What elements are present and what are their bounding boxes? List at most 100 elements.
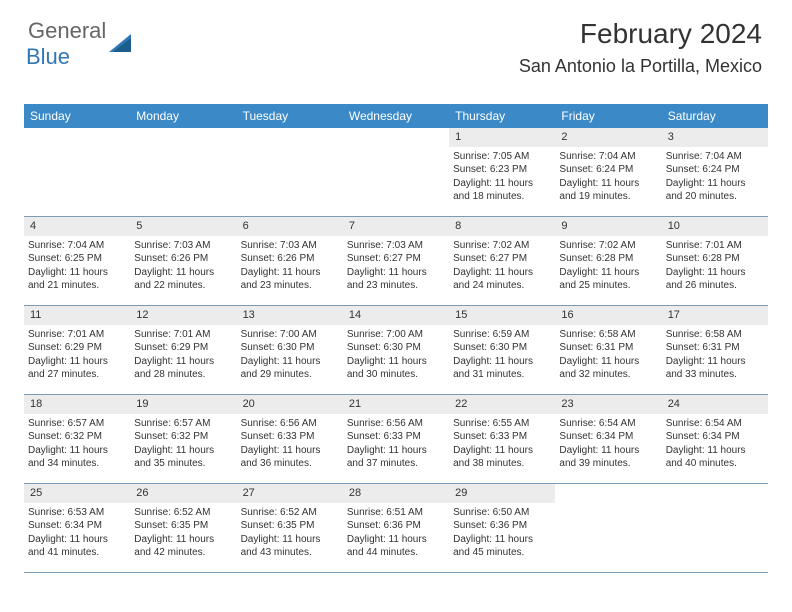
day-cell: 24Sunrise: 6:54 AMSunset: 6:34 PMDayligh… <box>662 395 768 483</box>
day-cell: 26Sunrise: 6:52 AMSunset: 6:35 PMDayligh… <box>130 484 236 572</box>
sunset-line: Sunset: 6:28 PM <box>666 252 764 266</box>
sunset-line: Sunset: 6:33 PM <box>347 430 445 444</box>
day-cell: 21Sunrise: 6:56 AMSunset: 6:33 PMDayligh… <box>343 395 449 483</box>
week-row: 11Sunrise: 7:01 AMSunset: 6:29 PMDayligh… <box>24 306 768 395</box>
day-number: 28 <box>343 484 449 503</box>
day-cell: 18Sunrise: 6:57 AMSunset: 6:32 PMDayligh… <box>24 395 130 483</box>
daylight-line: Daylight: 11 hours and 27 minutes. <box>28 355 126 382</box>
week-row: 4Sunrise: 7:04 AMSunset: 6:25 PMDaylight… <box>24 217 768 306</box>
day-cell: 5Sunrise: 7:03 AMSunset: 6:26 PMDaylight… <box>130 217 236 305</box>
sunrise-line: Sunrise: 7:05 AM <box>453 150 551 164</box>
day-cell: 10Sunrise: 7:01 AMSunset: 6:28 PMDayligh… <box>662 217 768 305</box>
page-title: February 2024 <box>519 18 762 50</box>
day-cell: 13Sunrise: 7:00 AMSunset: 6:30 PMDayligh… <box>237 306 343 394</box>
daylight-line: Daylight: 11 hours and 31 minutes. <box>453 355 551 382</box>
day-number: 24 <box>662 395 768 414</box>
sunrise-line: Sunrise: 7:01 AM <box>666 239 764 253</box>
daylight-line: Daylight: 11 hours and 33 minutes. <box>666 355 764 382</box>
sunrise-line: Sunrise: 6:56 AM <box>347 417 445 431</box>
daylight-line: Daylight: 11 hours and 25 minutes. <box>559 266 657 293</box>
week-row: 25Sunrise: 6:53 AMSunset: 6:34 PMDayligh… <box>24 484 768 573</box>
day-number: 9 <box>555 217 661 236</box>
day-number: 11 <box>24 306 130 325</box>
sunrise-line: Sunrise: 6:56 AM <box>241 417 339 431</box>
day-number: 13 <box>237 306 343 325</box>
day-number: 2 <box>555 128 661 147</box>
sunset-line: Sunset: 6:36 PM <box>453 519 551 533</box>
sunset-line: Sunset: 6:30 PM <box>453 341 551 355</box>
sunrise-line: Sunrise: 7:03 AM <box>134 239 232 253</box>
daylight-line: Daylight: 11 hours and 44 minutes. <box>347 533 445 560</box>
day-number: 4 <box>24 217 130 236</box>
day-number: 17 <box>662 306 768 325</box>
sunset-line: Sunset: 6:24 PM <box>559 163 657 177</box>
sunrise-line: Sunrise: 6:57 AM <box>28 417 126 431</box>
sunset-line: Sunset: 6:32 PM <box>28 430 126 444</box>
day-cell: 28 Sunrise: 6:51 AMSunset: 6:36 PMDayligh… <box>343 484 449 572</box>
sunrise-line: Sunrise: 7:03 AM <box>347 239 445 253</box>
sunset-line: Sunset: 6:24 PM <box>666 163 764 177</box>
day-cell: 1Sunrise: 7:05 AMSunset: 6:23 PMDaylight… <box>449 128 555 216</box>
calendar: SundayMondayTuesdayWednesdayThursdayFrid… <box>24 104 768 573</box>
sunrise-line: Sunrise: 7:04 AM <box>28 239 126 253</box>
daylight-line: Daylight: 11 hours and 35 minutes. <box>134 444 232 471</box>
day-cell: 29Sunrise: 6:50 AMSunset: 6:36 PMDayligh… <box>449 484 555 572</box>
daylight-line: Daylight: 11 hours and 45 minutes. <box>453 533 551 560</box>
sunrise-line: Sunrise: 6:52 AM <box>241 506 339 520</box>
daylight-line: Daylight: 11 hours and 26 minutes. <box>666 266 764 293</box>
logo-text-2: Blue <box>26 44 70 69</box>
sunrise-line: Sunrise: 7:04 AM <box>666 150 764 164</box>
sunrise-line: Sunrise: 6:58 AM <box>666 328 764 342</box>
day-cell: 17Sunrise: 6:58 AMSunset: 6:31 PMDayligh… <box>662 306 768 394</box>
sunrise-line: Sunrise: 6:57 AM <box>134 417 232 431</box>
empty-cell <box>343 128 449 216</box>
sunrise-line: Sunrise: 7:04 AM <box>559 150 657 164</box>
daylight-line: Daylight: 11 hours and 21 minutes. <box>28 266 126 293</box>
day-number: 16 <box>555 306 661 325</box>
day-number: 25 <box>24 484 130 503</box>
day-number: 27 <box>237 484 343 503</box>
daylight-line: Daylight: 11 hours and 41 minutes. <box>28 533 126 560</box>
daylight-line: Daylight: 11 hours and 30 minutes. <box>347 355 445 382</box>
sunrise-line: Sunrise: 6:54 AM <box>559 417 657 431</box>
day-cell: 14Sunrise: 7:00 AMSunset: 6:30 PMDayligh… <box>343 306 449 394</box>
sunset-line: Sunset: 6:36 PM <box>347 519 445 533</box>
daylight-line: Daylight: 11 hours and 23 minutes. <box>347 266 445 293</box>
day-cell: 9Sunrise: 7:02 AMSunset: 6:28 PMDaylight… <box>555 217 661 305</box>
day-number: 15 <box>449 306 555 325</box>
sunrise-line: Sunrise: 7:02 AM <box>559 239 657 253</box>
day-name: Thursday <box>449 104 555 128</box>
sunrise-line: Sunrise: 7:01 AM <box>134 328 232 342</box>
day-cell: 7Sunrise: 7:03 AMSunset: 6:27 PMDaylight… <box>343 217 449 305</box>
daylight-line: Daylight: 11 hours and 24 minutes. <box>453 266 551 293</box>
sunset-line: Sunset: 6:34 PM <box>28 519 126 533</box>
sunset-line: Sunset: 6:26 PM <box>241 252 339 266</box>
week-row: 18Sunrise: 6:57 AMSunset: 6:32 PMDayligh… <box>24 395 768 484</box>
day-cell: 6Sunrise: 7:03 AMSunset: 6:26 PMDaylight… <box>237 217 343 305</box>
daylight-line: Daylight: 11 hours and 18 minutes. <box>453 177 551 204</box>
sunrise-line: Sunrise: 6:54 AM <box>666 417 764 431</box>
day-header-row: SundayMondayTuesdayWednesdayThursdayFrid… <box>24 104 768 128</box>
sunset-line: Sunset: 6:33 PM <box>453 430 551 444</box>
day-name: Friday <box>555 104 661 128</box>
day-number: 21 <box>343 395 449 414</box>
daylight-line: Daylight: 11 hours and 23 minutes. <box>241 266 339 293</box>
day-name: Monday <box>130 104 236 128</box>
day-number: 19 <box>130 395 236 414</box>
sunset-line: Sunset: 6:34 PM <box>559 430 657 444</box>
sunrise-line: Sunrise: 6:51 AM <box>347 506 445 520</box>
logo: General Blue <box>28 18 135 70</box>
sunset-line: Sunset: 6:34 PM <box>666 430 764 444</box>
sunrise-line: Sunrise: 6:53 AM <box>28 506 126 520</box>
day-number: 7 <box>343 217 449 236</box>
day-cell: 3Sunrise: 7:04 AMSunset: 6:24 PMDaylight… <box>662 128 768 216</box>
day-cell: 22Sunrise: 6:55 AMSunset: 6:33 PMDayligh… <box>449 395 555 483</box>
day-cell: 2Sunrise: 7:04 AMSunset: 6:24 PMDaylight… <box>555 128 661 216</box>
empty-cell <box>555 484 661 572</box>
sunset-line: Sunset: 6:26 PM <box>134 252 232 266</box>
sunrise-line: Sunrise: 7:01 AM <box>28 328 126 342</box>
sunrise-line: Sunrise: 6:58 AM <box>559 328 657 342</box>
daylight-line: Daylight: 11 hours and 28 minutes. <box>134 355 232 382</box>
day-number: 1 <box>449 128 555 147</box>
daylight-line: Daylight: 11 hours and 36 minutes. <box>241 444 339 471</box>
